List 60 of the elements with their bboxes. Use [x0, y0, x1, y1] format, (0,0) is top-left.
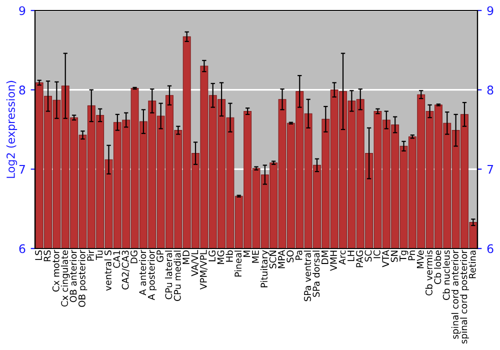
x-tick-label: PAG: [356, 250, 364, 268]
x-tick-label: Retina: [468, 250, 476, 278]
x-tick-label: CA1: [113, 250, 120, 268]
x-tick-label: MD: [182, 250, 190, 264]
x-tick-label: Cb lobe: [434, 250, 442, 284]
y2-tick-label: 7: [487, 165, 494, 174]
x-tick-label: DM: [322, 250, 328, 264]
y-tick-label: 6: [19, 244, 26, 254]
x-tick-label: GP: [156, 250, 164, 262]
x-tick-label: Cx cingulate: [60, 250, 70, 307]
x-tick-label: VA/VL: [191, 250, 199, 276]
y-tick-label: 8: [19, 86, 26, 94]
x-tick-label: Pineal: [234, 250, 242, 276]
y-tick-label: 9: [19, 6, 26, 16]
x-tick-label: CPu medial: [174, 250, 181, 301]
y-tick-label: 7: [19, 165, 25, 174]
x-tick-label: Hb: [226, 250, 233, 262]
x-tick-label: SN: [390, 250, 398, 262]
y2-tick-label: 9: [487, 6, 494, 16]
x-tick-label: Cx motor: [52, 250, 60, 292]
x-tick-label: VTA: [382, 250, 389, 268]
x-tick-label: LH: [348, 250, 354, 261]
x-tick-label: RS: [44, 250, 51, 262]
x-tick-label: DG: [130, 250, 138, 264]
x-tick-label: Cb nucleus: [442, 250, 450, 300]
x-tick-label: SO: [286, 250, 294, 262]
x-tick-label: IC: [373, 250, 380, 258]
x-tick-label: OB posterior: [78, 250, 88, 307]
x-tick-label: SCN: [269, 250, 276, 268]
x-tick-label: MG: [217, 250, 224, 264]
x-tick-label: Pir: [86, 250, 94, 261]
x-tick-label: VMH: [330, 250, 337, 271]
x-tick-label: LS: [35, 250, 42, 260]
x-tick-label: A posterior: [148, 250, 157, 300]
x-tick-label: MVe: [416, 250, 424, 268]
x-tick-label: Arc: [338, 250, 346, 265]
x-tick-label: ME: [252, 250, 259, 263]
y2-tick-label: 6: [487, 244, 494, 254]
x-tick-label: CA2/CA3: [122, 250, 130, 290]
x-tick-label: Cb vermis: [425, 250, 432, 296]
x-tick-label: M: [243, 250, 250, 257]
y-axis-title: Log2 (expression): [6, 80, 18, 178]
x-tick-label: Pn: [408, 250, 415, 260]
x-tick-label: spinal cord anterior: [451, 250, 460, 339]
x-tick-label: SPa dorsal: [312, 250, 320, 297]
x-tick-label: SPa ventral: [304, 250, 311, 302]
x-tick-label: Tu: [96, 250, 103, 260]
x-tick-label: ventral S: [104, 250, 112, 291]
x-tick-label: Pituitary: [260, 250, 270, 288]
x-tick-label: LG: [208, 250, 216, 262]
x-tick-label: Pa: [295, 250, 302, 260]
x-tick-label: spinal cord posterior: [460, 250, 469, 344]
y2-tick-label: 8: [487, 86, 494, 94]
x-tick-label: VPM/VPL: [200, 250, 208, 290]
x-tick-label: MPA: [278, 250, 285, 268]
x-tick-label: CPu lateral: [165, 250, 172, 300]
x-tick-label: SC: [364, 250, 372, 262]
x-tick-label: A anterior: [139, 250, 146, 296]
x-tick-label: Tg: [400, 250, 408, 262]
x-tick-label: OB anterior: [70, 250, 77, 302]
